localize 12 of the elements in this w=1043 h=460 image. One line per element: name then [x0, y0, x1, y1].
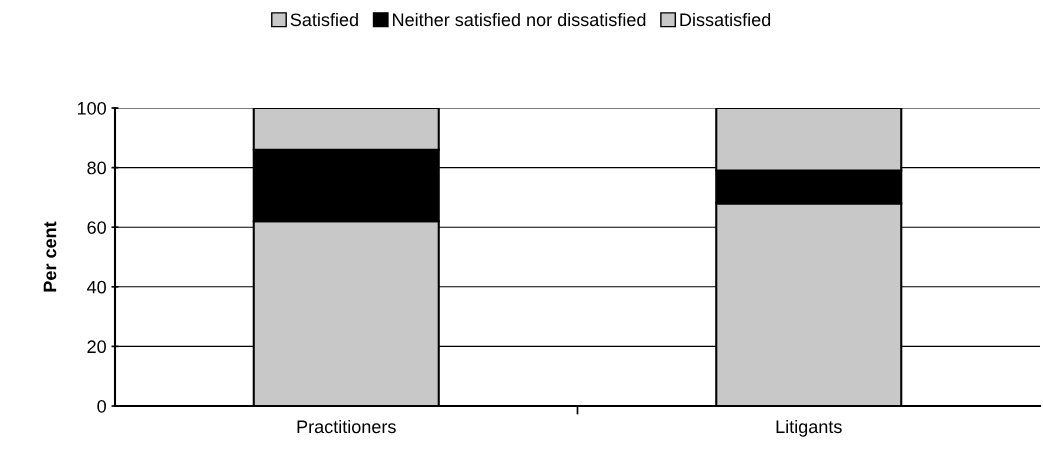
- legend-label: Satisfied: [290, 12, 358, 27]
- y-tick-label: 20: [87, 340, 106, 354]
- y-tick-label: 80: [87, 161, 106, 175]
- y-tick-label: 40: [87, 280, 106, 294]
- y-tick-label: 100: [77, 101, 106, 115]
- y-tick-label: 0: [97, 399, 106, 413]
- x-tick-label: Litigants: [776, 419, 842, 437]
- x-tick-label: Practitioners: [297, 419, 396, 434]
- y-tick-label: 60: [87, 221, 106, 234]
- legend-label: Dissatisfied: [680, 12, 771, 27]
- legend-label: Neither satisfied nor dissatisfied: [393, 12, 646, 27]
- y-axis-title: Per cent: [43, 221, 57, 292]
